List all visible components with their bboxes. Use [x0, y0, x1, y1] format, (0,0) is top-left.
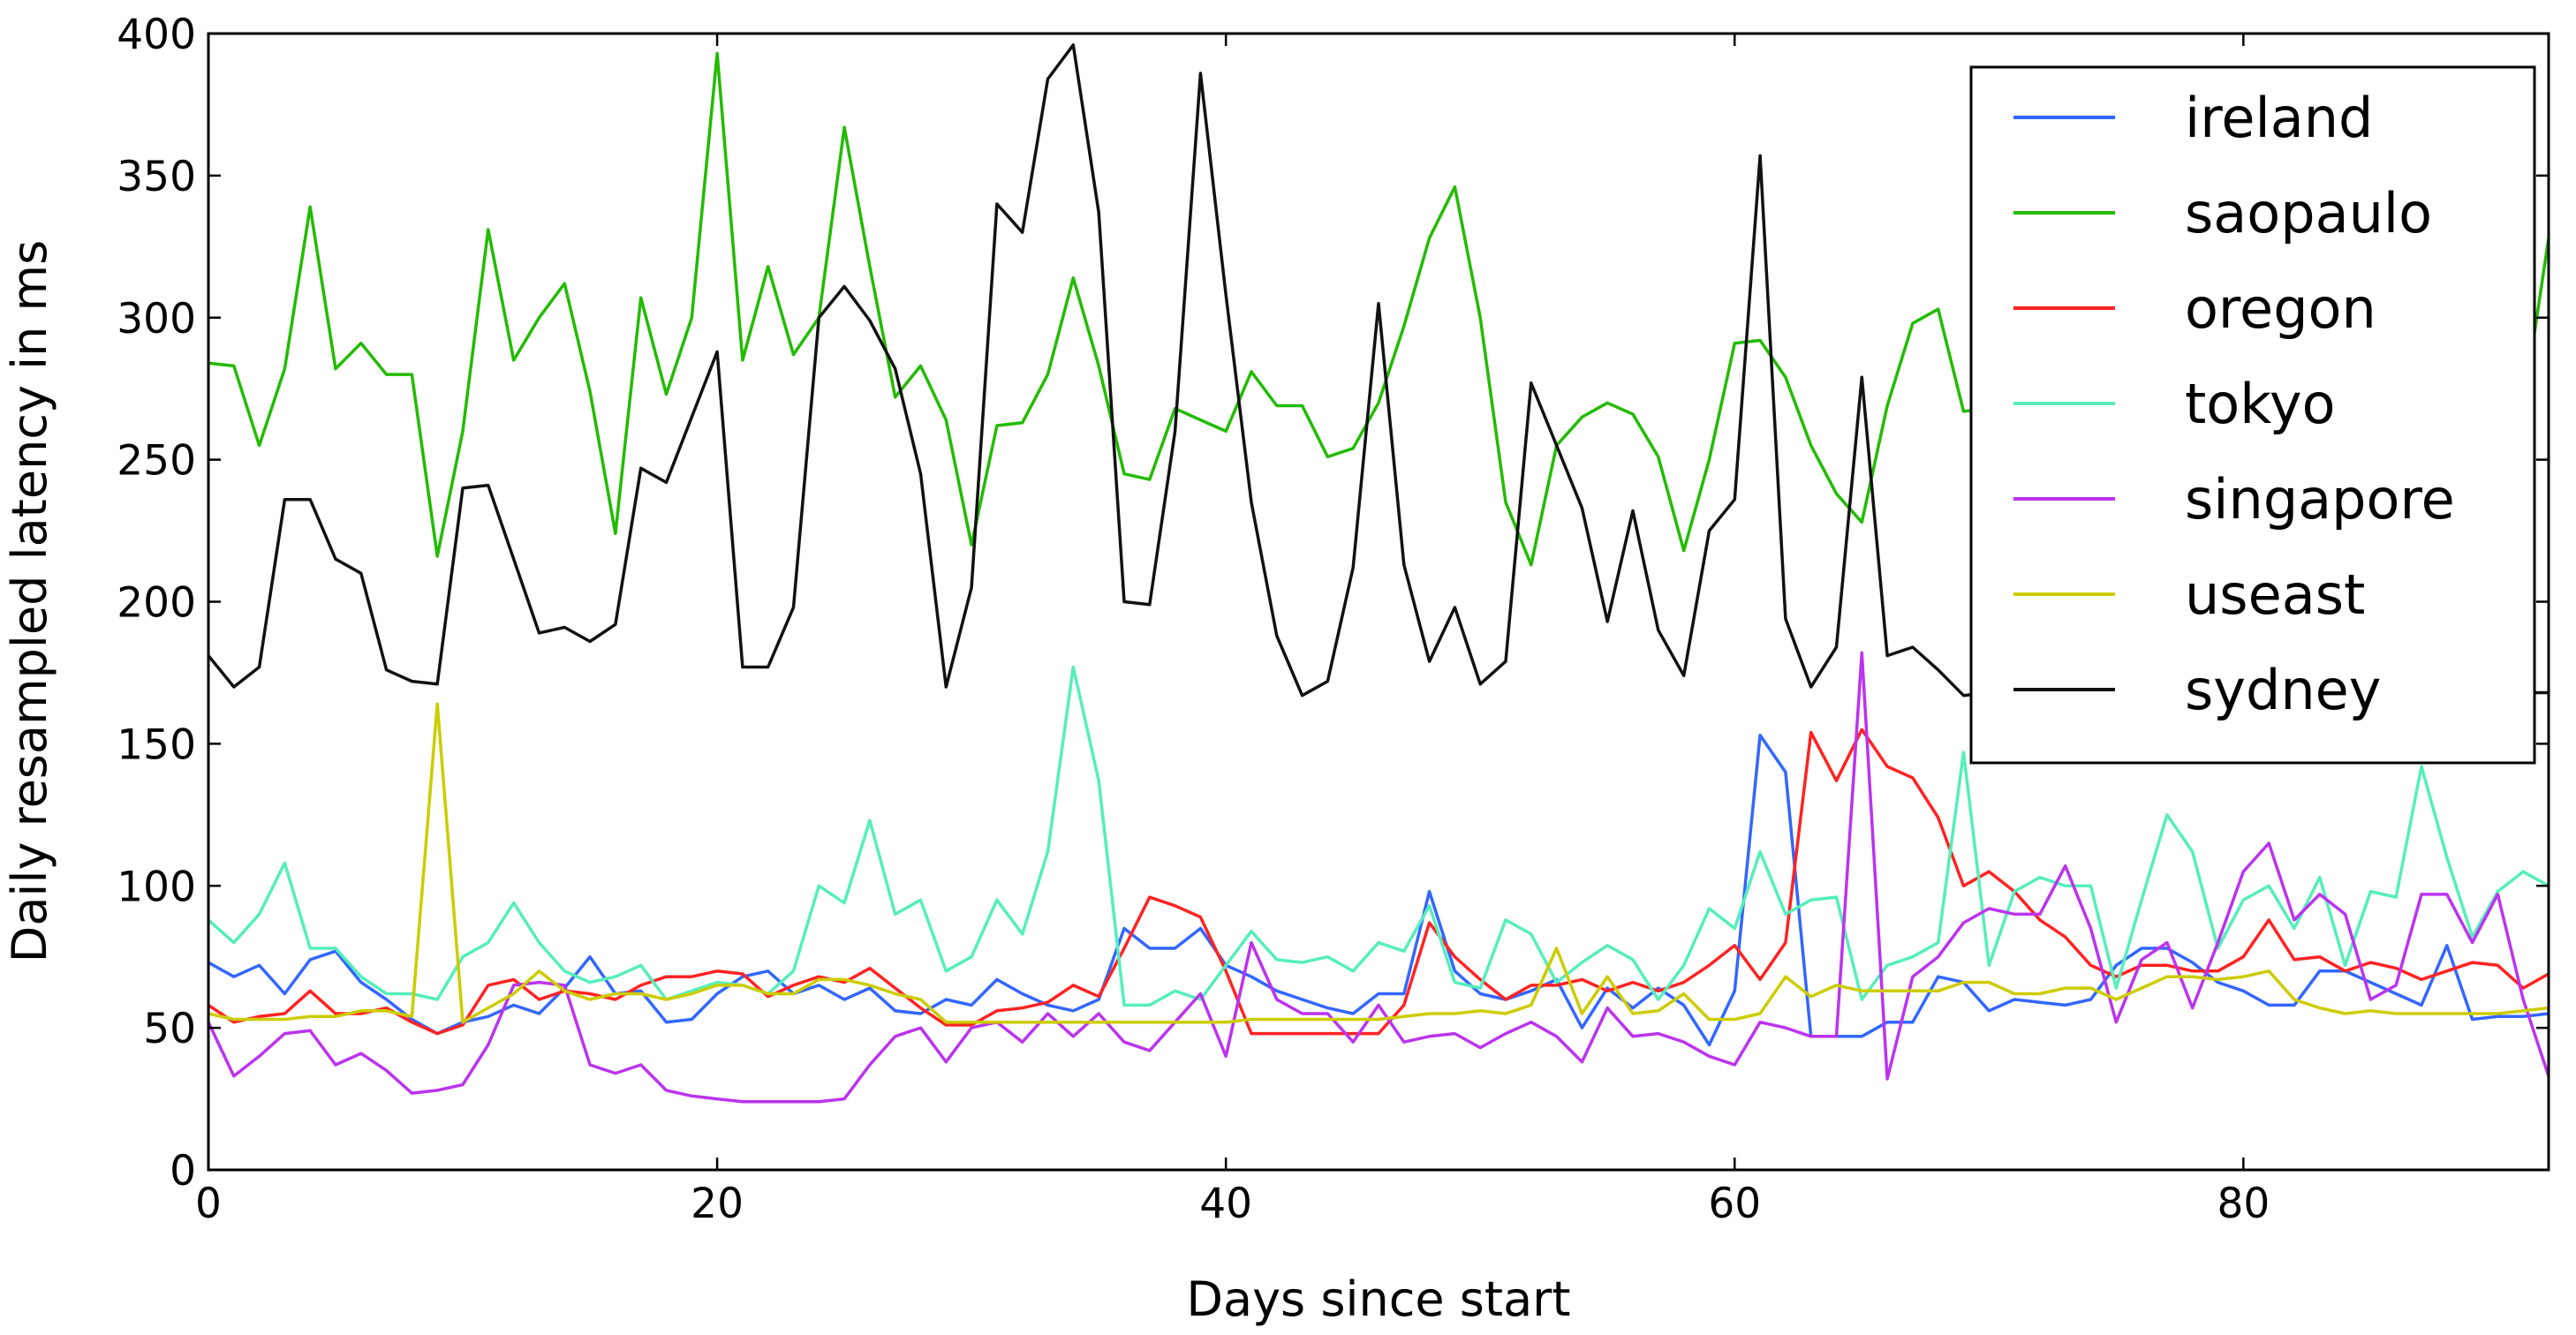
legend-label-ireland: ireland — [2185, 86, 2373, 150]
x-tick-label: 80 — [2217, 1180, 2270, 1228]
x-tick-label: 0 — [195, 1180, 222, 1228]
legend-label-saopaulo: saopaulo — [2185, 181, 2432, 245]
series-line-singapore — [207, 651, 2550, 1104]
y-tick-label: 200 — [117, 579, 196, 628]
y-axis-label: Daily resampled latency in ms — [2, 240, 57, 962]
x-tick-label: 60 — [1708, 1180, 1761, 1228]
legend: ireland saopaulo oregon tokyo singapore useas… — [1969, 65, 2536, 765]
y-tick-label: 250 — [117, 437, 196, 486]
y-tick-label: 100 — [117, 863, 196, 911]
series-line-useast — [208, 702, 2550, 1024]
series-line-oregon — [208, 728, 2550, 1036]
legend-label-singapore: singapore — [2185, 467, 2455, 532]
series-lines — [207, 43, 2550, 1104]
legend-label-oregon: oregon — [2185, 276, 2376, 341]
legend-label-sydney: sydney — [2185, 658, 2381, 722]
y-tick-label: 400 — [117, 11, 196, 59]
legend-label-tokyo: tokyo — [2185, 372, 2336, 436]
legend-label-useast: useast — [2185, 562, 2365, 627]
x-tick-label: 40 — [1199, 1180, 1252, 1228]
x-axis-label: Days since start — [1186, 1271, 1570, 1327]
y-tick-label: 350 — [117, 153, 196, 201]
y-tick-label: 50 — [143, 1005, 196, 1053]
legend-box — [1969, 65, 2536, 765]
axis-ticks: 0 20 40 60 80 0 50 100 150 200 250 300 350 400 — [117, 11, 2549, 1228]
y-tick-label: 300 — [117, 295, 196, 343]
x-tick-label: 20 — [691, 1180, 744, 1228]
y-tick-label: 0 — [170, 1147, 196, 1195]
y-tick-label: 150 — [117, 720, 196, 769]
series-line-tokyo — [207, 665, 2550, 1007]
